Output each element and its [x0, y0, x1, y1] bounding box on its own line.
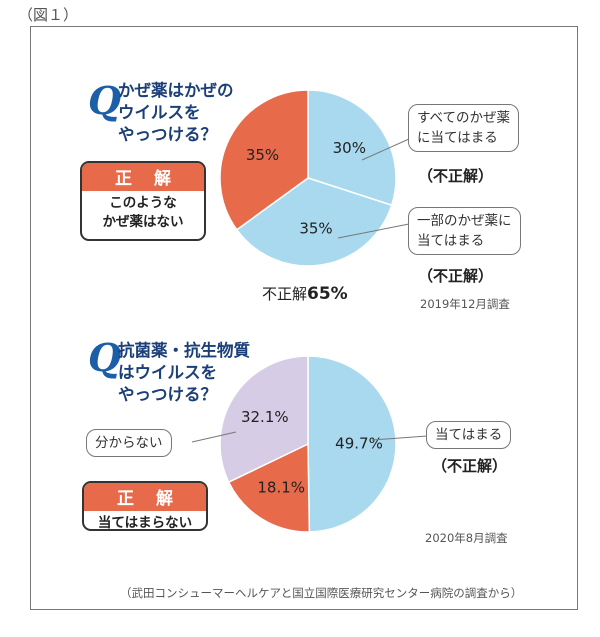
q2-callout-line: 当てはまる: [435, 427, 503, 443]
q1-question-line: かぜ薬はかぜの: [118, 81, 234, 100]
q2-question: 抗菌薬・抗生物質 はウイルスを やっつける？: [118, 340, 250, 406]
q2-slice-applies-label: 49.7%: [335, 435, 383, 453]
q2-slice-unknown: [219, 355, 309, 484]
q2-survey-date: 2020年8月調査: [425, 531, 508, 545]
q2-slice-not-applies-label: 18.1%: [257, 478, 305, 496]
figure-label: （図１）: [18, 6, 79, 24]
q2-leader-line-1: [371, 435, 428, 441]
q1-total-incorrect: 不正解65%: [262, 283, 348, 304]
q1-leader-line-2: [337, 223, 410, 239]
q2-leader-line-2: [191, 431, 237, 443]
q2-callout-applies: 当てはまる: [426, 421, 512, 449]
q2-slice-not-applies: [227, 442, 311, 533]
q1-answer-text: このような かぜ薬はない: [82, 191, 204, 236]
q2-callout-line: 分からない: [95, 435, 163, 451]
q2-callout-unknown: 分からない: [86, 429, 172, 457]
q1-answer-heading: 正 解: [82, 163, 204, 191]
q1-slice-all: [307, 89, 397, 207]
q1-callout-line: 一部のかぜ薬に: [417, 213, 512, 229]
q2-question-line: はウイルスを: [118, 363, 217, 382]
q1-question: かぜ薬はかぜの ウイルスを やっつける？: [118, 80, 234, 146]
q1-total-value: 65%: [307, 284, 348, 304]
q1-total-prefix: 不正解: [262, 285, 308, 303]
q1-question-line: やっつける？: [118, 125, 217, 144]
q1-callout-some: 一部のかぜ薬に 当てはまる: [408, 207, 521, 255]
q2-answer-line: 当てはまらない: [97, 515, 193, 531]
q2-answer-text: 当てはまらない: [84, 511, 206, 531]
q1-answer-box: 正 解 このような かぜ薬はない: [80, 161, 206, 241]
q1-callout-line: に当てはまる: [417, 130, 498, 146]
q1-slice-some: [235, 177, 393, 267]
q1-verdict-some: （不正解）: [418, 267, 494, 285]
q2-verdict-applies: （不正解）: [432, 457, 508, 475]
q1-slice-some-label: 35%: [299, 219, 332, 237]
q1-mark: Q: [88, 78, 122, 123]
q1-slice-none-label: 35%: [246, 146, 279, 164]
figure-frame: [30, 26, 578, 610]
q1-callout-line: 当てはまる: [417, 233, 485, 249]
q1-callout-line: すべてのかぜ薬: [417, 110, 511, 126]
q1-answer-line: このような: [109, 195, 177, 211]
q1-answer-line: かぜ薬はない: [102, 214, 184, 230]
q1-slice-all-label: 30%: [333, 139, 366, 157]
source-note: （武田コンシューマーヘルケアと国立国際医療研究センター病院の調査から）: [120, 586, 523, 600]
q2-answer-box: 正 解 当てはまらない: [82, 481, 208, 531]
q1-question-line: ウイルスを: [118, 103, 201, 122]
q2-slice-unknown-label: 32.1%: [241, 408, 289, 426]
q2-question-line: やっつける？: [118, 385, 217, 404]
q1-leader-line-1: [361, 138, 410, 161]
q1-slice-none: [219, 89, 309, 231]
q2-slice-applies: [307, 355, 397, 533]
q1-survey-date: 2019年12月調査: [420, 297, 510, 311]
q1-callout-all: すべてのかぜ薬 に当てはまる: [408, 104, 520, 152]
q2-question-line: 抗菌薬・抗生物質: [118, 341, 250, 360]
q2-answer-heading: 正 解: [84, 483, 206, 511]
q2-mark: Q: [88, 335, 122, 380]
q1-verdict-all: （不正解）: [418, 167, 494, 185]
